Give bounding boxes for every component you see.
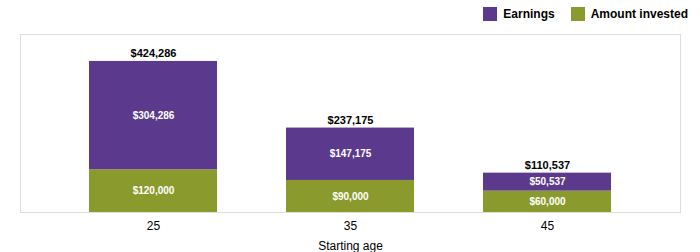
svg-text:$90,000: $90,000 [332, 191, 369, 202]
html-text:Amount invested: Amount invested [590, 7, 688, 21]
svg-text:$424,286: $424,286 [131, 47, 177, 59]
svg-text:45: 45 [541, 219, 555, 233]
svg-text:25: 25 [147, 219, 161, 233]
svg-text:$120,000: $120,000 [133, 185, 175, 196]
svg-text:$147,175: $147,175 [330, 148, 372, 159]
svg-text:$60,000: $60,000 [529, 196, 566, 207]
svg-text:$304,286: $304,286 [133, 110, 175, 121]
html-text:Earnings: Earnings [503, 7, 555, 21]
svg-text:$50,537: $50,537 [529, 176, 566, 187]
svg-text:35: 35 [344, 219, 358, 233]
svg-text:$110,537: $110,537 [525, 159, 570, 171]
svg-text:Starting age: Starting age [318, 239, 383, 252]
svg-text:$237,175: $237,175 [328, 114, 374, 126]
